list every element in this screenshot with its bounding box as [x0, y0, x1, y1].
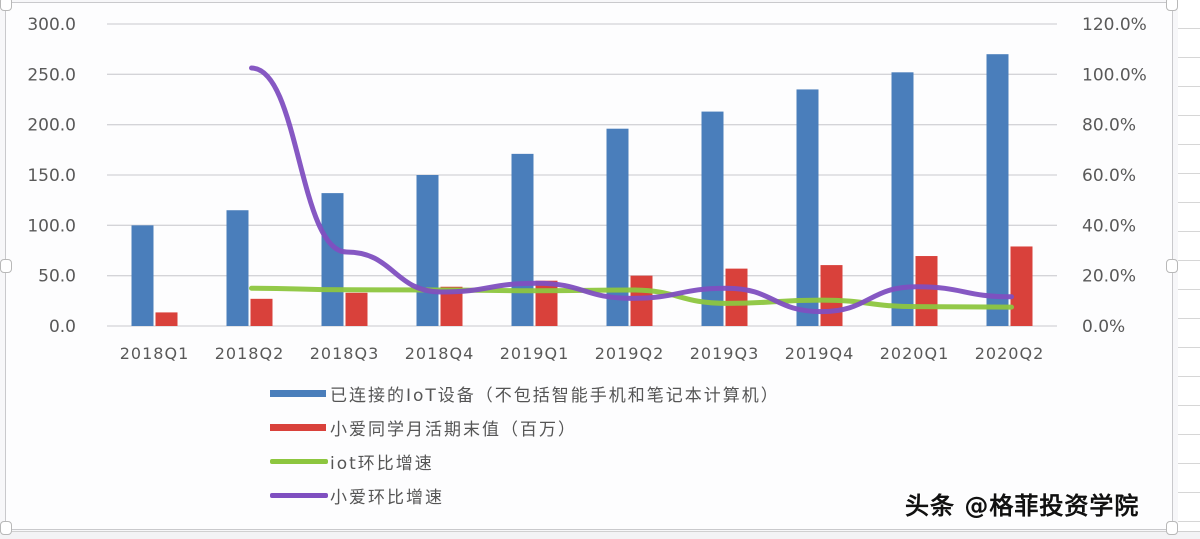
legend-label: 小爱环比增速 [330, 487, 444, 508]
bar-iot-devices [891, 72, 914, 326]
y-right-tick: 80.0% [1082, 116, 1136, 136]
legend-item-xiaoai-growth: 小爱环比增速 [270, 478, 780, 512]
resize-handle-left[interactable] [0, 259, 12, 273]
legend-swatch-red [270, 423, 326, 431]
legend-swatch-blue [270, 389, 326, 397]
y-left-tick: 300.0 [27, 15, 76, 35]
bar-iot-devices [701, 111, 724, 326]
bar-iot-devices [986, 54, 1009, 326]
line-iot-growth [249, 285, 1014, 310]
line-xiaoai-growth [249, 65, 1014, 315]
x-tick: 2019Q2 [595, 344, 665, 363]
bar-xiaoai-mau [1010, 246, 1033, 326]
resize-handle-top-right[interactable] [1166, 0, 1178, 11]
bar-xiaoai-mau [820, 265, 843, 326]
bar-iot-devices [321, 193, 344, 326]
y-right-tick: 20.0% [1082, 267, 1136, 287]
x-tick: 2019Q1 [500, 344, 570, 363]
y-right-tick: 0.0% [1082, 317, 1125, 337]
y-right-tick: 40.0% [1082, 216, 1136, 236]
bar-xiaoai-mau [155, 312, 178, 326]
resize-handle-bottom-left[interactable] [0, 521, 12, 535]
resize-handle-right[interactable] [1166, 259, 1178, 273]
combo-chart: 0.0 50.0 100.0 150.0 200.0 250.0 300.0 0.0% 20.0… [27, 15, 1147, 363]
chart-legend: 已连接的IoT设备（不包括智能手机和笔记本计算机） 小爱同学月活期末值（百万） … [270, 376, 780, 512]
x-tick: 2018Q1 [120, 344, 190, 363]
bar-iot-devices [131, 225, 154, 326]
y-right-tick: 100.0% [1082, 65, 1147, 85]
bar-xiaoai-mau [915, 256, 938, 326]
bar-iot-devices [796, 89, 819, 326]
x-tick: 2018Q3 [310, 344, 380, 363]
y-right-tick: 60.0% [1082, 166, 1136, 186]
x-tick: 2018Q2 [215, 344, 285, 363]
legend-label: iot环比增速 [330, 453, 434, 474]
bar-xiaoai-mau [630, 275, 653, 326]
legend-item-iot-growth: iot环比增速 [270, 444, 780, 478]
spreadsheet-grid [1178, 0, 1200, 538]
y-left-tick: 200.0 [27, 116, 76, 136]
y-left-tick: 150.0 [27, 166, 76, 186]
legend-label: 小爱同学月活期末值（百万） [330, 419, 577, 440]
y-left-tick: 50.0 [38, 267, 76, 287]
bar-xiaoai-mau [440, 286, 463, 326]
legend-item-xiaoai-mau: 小爱同学月活期末值（百万） [270, 410, 780, 444]
bar-xiaoai-mau [725, 268, 748, 326]
resize-handle-top-left[interactable] [0, 0, 12, 11]
bar-xiaoai-mau [535, 280, 558, 326]
watermark: 头条 @格菲投资学院 [905, 492, 1140, 520]
sheet-bottom-strip [0, 531, 1200, 539]
x-tick: 2019Q3 [690, 344, 760, 363]
bar-xiaoai-mau [250, 298, 273, 326]
y-right-tick: 120.0% [1082, 15, 1147, 35]
bar-xiaoai-mau [345, 292, 368, 326]
chart-frame[interactable] [0, 0, 1178, 535]
bar-iot-devices [226, 210, 249, 326]
y-left-tick: 250.0 [27, 65, 76, 85]
bar-iot-devices [606, 128, 629, 326]
x-tick: 2020Q1 [880, 344, 950, 363]
bar-iot-devices [511, 153, 534, 326]
legend-label: 已连接的IoT设备（不包括智能手机和笔记本计算机） [330, 385, 780, 406]
legend-item-iot-devices: 已连接的IoT设备（不包括智能手机和笔记本计算机） [270, 376, 780, 410]
x-tick: 2019Q4 [785, 344, 855, 363]
legend-line-green [270, 458, 328, 464]
y-left-tick: 100.0 [27, 216, 76, 236]
bar-iot-devices [416, 175, 439, 326]
x-tick: 2020Q2 [975, 344, 1045, 363]
resize-handle-bottom-right[interactable] [1166, 521, 1178, 535]
x-tick: 2018Q4 [405, 344, 475, 363]
legend-line-purple [270, 492, 328, 498]
y-left-tick: 0.0 [49, 317, 76, 337]
